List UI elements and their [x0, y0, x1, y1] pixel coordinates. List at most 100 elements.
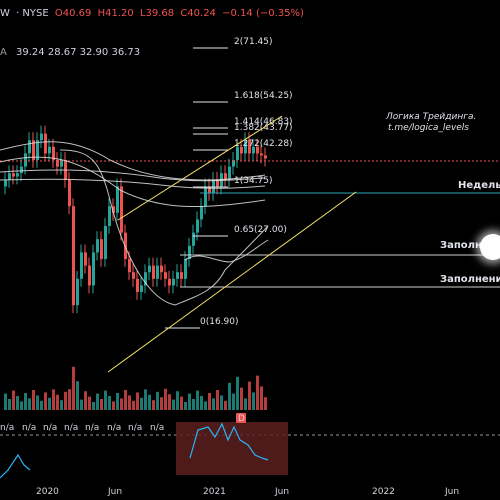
indicator-na-5: n/a: [85, 423, 99, 433]
volume-bar: [240, 387, 243, 410]
candle-body: [96, 239, 99, 253]
indicator-na-2: n/a: [22, 423, 36, 433]
volume-bar: [124, 390, 127, 410]
candle-body: [156, 265, 159, 279]
volume-bar: [56, 394, 59, 410]
volume-bar: [152, 400, 155, 410]
volume-bar: [12, 390, 15, 410]
channel-upper-line: [117, 115, 283, 221]
volume-bar: [228, 382, 231, 410]
volume-bar: [16, 396, 19, 410]
volume-bar: [24, 393, 27, 410]
candle-body: [236, 146, 239, 160]
ma-line-3: [0, 169, 266, 182]
candle-body: [40, 133, 43, 141]
high-value: H41.20: [97, 8, 134, 19]
candle-body: [148, 265, 151, 273]
volume-bar: [140, 397, 143, 410]
fib-label-1.272: 1.272(42.28): [234, 139, 293, 149]
volume-bar: [40, 400, 43, 410]
candle-body: [12, 173, 15, 177]
divergence-marker-label: D: [238, 414, 245, 424]
candle-body: [104, 226, 107, 259]
candle-body: [260, 153, 263, 156]
volume-bar: [264, 397, 267, 410]
volume-bar: [48, 397, 51, 410]
volume-bar: [172, 399, 175, 410]
candle-body: [116, 186, 119, 213]
candle-body: [100, 239, 103, 259]
indicator-line-left: [0, 453, 31, 479]
candle-body: [48, 146, 51, 154]
candle-body: [196, 219, 199, 233]
candle-body: [212, 179, 215, 193]
ma-line-6: [184, 239, 269, 263]
x-tick-3: 2021: [203, 487, 226, 497]
volume-bar: [116, 393, 119, 410]
channel-lower-line: [107, 191, 357, 373]
candle-body: [108, 206, 111, 226]
fib-label-1.414: 1.414(46.83): [234, 117, 293, 127]
candle-body: [60, 160, 63, 167]
change-value: −0.14 (−0.35%): [222, 8, 304, 19]
volume-bar: [52, 389, 55, 410]
annotation-line2: t.me/logica_levels: [388, 123, 469, 133]
volume-bar: [136, 392, 139, 410]
candle-body: [256, 146, 259, 154]
candle-body: [32, 140, 35, 160]
x-tick-2: Jun: [107, 487, 122, 497]
volume-bar: [252, 392, 255, 410]
volume-bar: [204, 401, 207, 410]
candle-body: [84, 252, 87, 266]
fill-level-label-1[interactable]: Заполнени: [440, 240, 500, 251]
volume-bar: [20, 401, 23, 410]
volume-bar: [104, 390, 107, 410]
volume-bar: [128, 395, 131, 410]
candle-body: [124, 232, 127, 259]
candle-body: [140, 285, 143, 292]
fill-level-label-2[interactable]: Заполнени: [440, 274, 500, 285]
watermark-annotation: Логика Трейдинга. t.me/logica_levels: [386, 112, 476, 134]
candle-body: [132, 272, 135, 279]
volume-bar: [180, 396, 183, 410]
candle-body: [192, 232, 195, 246]
candle-body: [216, 179, 219, 187]
volume-bar: [4, 393, 7, 410]
volume-bar: [212, 398, 215, 410]
volume-bar: [28, 398, 31, 410]
candle-body: [136, 278, 139, 292]
candle-body: [188, 245, 191, 259]
weekly-level-label[interactable]: Недель: [458, 180, 500, 191]
candle-body: [76, 278, 79, 306]
candle-body: [264, 155, 267, 159]
volume-bar: [36, 395, 39, 410]
x-tick-1: 2020: [36, 487, 59, 497]
volume-bar: [248, 381, 251, 410]
volume-bar: [208, 393, 211, 410]
volume-bar: [196, 390, 199, 410]
candle-body: [80, 252, 83, 279]
volume-bar: [232, 393, 235, 410]
candle-body: [248, 140, 251, 154]
candle-body: [176, 272, 179, 279]
open-value: O40.69: [54, 8, 92, 19]
volume-bar: [76, 381, 79, 410]
volume-bar: [64, 391, 67, 410]
indicator-pane: n/a n/a n/a n/a n/a n/a n/a n/a D: [0, 413, 288, 479]
candle-body: [144, 272, 147, 286]
volume-bar: [220, 395, 223, 410]
trend-channel: [107, 115, 357, 373]
candle-body: [4, 179, 7, 187]
candle-body: [208, 186, 211, 193]
volume-bar: [120, 398, 123, 410]
volume-bar: [156, 391, 159, 410]
ma-legend-values: 39.24 28.67 32.90 36.73: [16, 47, 141, 58]
time-axis: 2020 Jun 2021 Jun 2022 Jun: [36, 487, 459, 497]
x-tick-4: Jun: [274, 487, 289, 497]
fib-label-1.618: 1.618(54.25): [234, 91, 293, 101]
candle-body: [180, 272, 183, 279]
volume-bar: [60, 400, 63, 410]
symbol-name[interactable]: W: [0, 8, 10, 19]
volume-bar: [164, 388, 167, 410]
